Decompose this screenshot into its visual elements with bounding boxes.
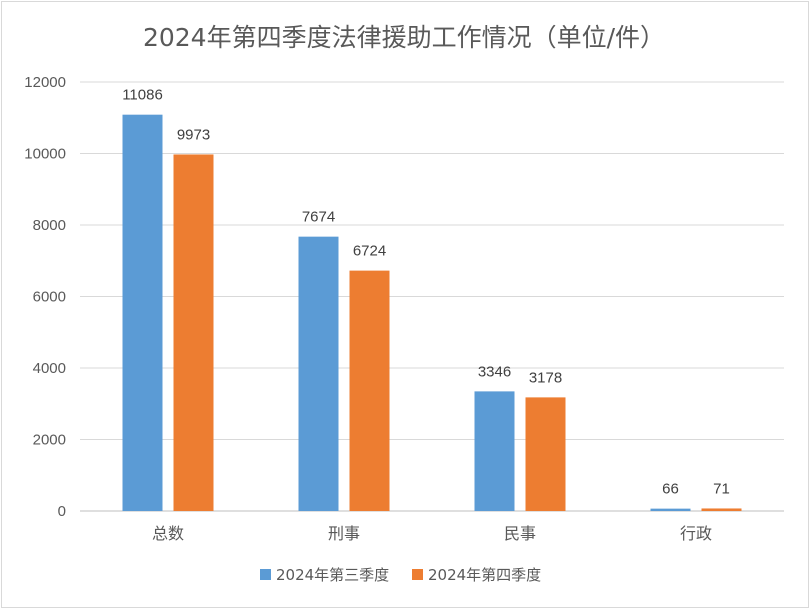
data-label: 11086 — [122, 87, 163, 104]
data-label: 6724 — [353, 243, 386, 260]
bar — [349, 270, 390, 511]
data-label: 3346 — [478, 363, 511, 380]
data-label: 7674 — [302, 209, 335, 226]
data-label: 66 — [662, 481, 679, 498]
legend-label: 2024年第四季度 — [428, 566, 541, 584]
chart-title: 2024年第四季度法律援助工作情况（单位/件） — [143, 23, 665, 52]
bar — [650, 508, 691, 511]
x-tick-label: 总数 — [152, 524, 184, 543]
y-tick-label: 6000 — [33, 289, 66, 306]
y-tick-label: 10000 — [24, 146, 66, 163]
bar — [525, 397, 566, 511]
bar — [122, 114, 163, 511]
data-label: 71 — [713, 480, 730, 497]
bar — [298, 236, 339, 512]
data-label: 3178 — [529, 369, 562, 386]
legend-swatch — [412, 569, 423, 580]
y-tick-label: 12000 — [24, 74, 66, 91]
y-tick-label: 2000 — [33, 432, 66, 449]
legend-label: 2024年第三季度 — [276, 566, 389, 584]
y-tick-label: 0 — [58, 503, 66, 520]
x-tick-label: 行政 — [680, 524, 712, 543]
bar — [173, 154, 214, 511]
bar — [701, 508, 742, 511]
legend-swatch — [260, 569, 271, 580]
x-tick-label: 刑事 — [328, 524, 360, 543]
x-tick-label: 民事 — [504, 524, 536, 543]
y-tick-label: 4000 — [33, 360, 66, 377]
data-label: 9973 — [177, 126, 210, 143]
y-tick-label: 8000 — [33, 217, 66, 234]
bar — [474, 391, 515, 511]
